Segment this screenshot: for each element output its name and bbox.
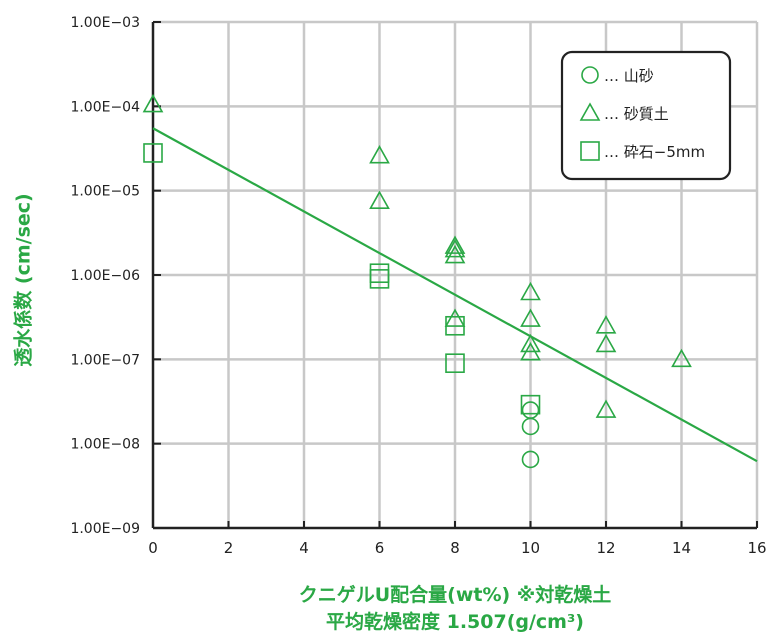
x-tick-label: 16 — [747, 539, 766, 557]
data-point-circle — [521, 417, 540, 436]
data-point-triangle — [369, 190, 390, 210]
data-point-triangle — [595, 315, 617, 334]
legend-box — [560, 50, 732, 181]
legend-marker-square — [580, 141, 600, 161]
y-tick-label: 1.00E−05 — [70, 184, 140, 200]
x-axis-subtitle: 平均乾燥密度 1.507(g/cm³) — [325, 611, 584, 633]
data-point-square — [445, 353, 465, 373]
data-point-triangle — [520, 281, 541, 301]
x-tick-label: 4 — [299, 539, 309, 557]
data-point-triangle — [595, 333, 617, 353]
data-point-circle — [521, 450, 540, 469]
data-point-triangle — [444, 308, 466, 327]
data-point-square — [520, 394, 541, 415]
y-tick-label: 1.00E−04 — [70, 99, 140, 115]
legend-marker-circle — [581, 66, 599, 84]
data-point-triangle — [520, 308, 541, 327]
data-point-triangle — [671, 348, 692, 368]
data-point-square — [143, 143, 163, 163]
y-axis-title: 透水係数 (cm/sec) — [12, 193, 35, 367]
x-tick-label: 6 — [375, 539, 385, 557]
data-point-triangle — [142, 93, 164, 113]
data-point-triangle — [444, 244, 466, 264]
legend-label: … 砕石−5mm — [604, 143, 705, 161]
y-tick-label: 1.00E−03 — [70, 15, 140, 31]
x-tick-label: 0 — [148, 539, 158, 557]
y-tick-label: 1.00E−08 — [70, 437, 140, 453]
data-point-triangle — [369, 145, 390, 164]
x-axis-title: クニゲルU配合量(wt%) ※対乾燥土 — [298, 584, 612, 606]
legend-marker-triangle — [579, 102, 601, 121]
x-tick-label: 12 — [596, 539, 615, 557]
y-tick-label: 1.00E−07 — [70, 352, 140, 368]
x-tick-label: 10 — [521, 539, 540, 557]
trend-line — [152, 127, 758, 463]
data-point-square — [369, 269, 390, 289]
y-tick-label: 1.00E−06 — [70, 268, 140, 284]
data-point-triangle — [520, 333, 541, 353]
legend-label: … 山砂 — [604, 67, 654, 85]
data-point-square — [445, 315, 465, 336]
data-point-triangle — [444, 235, 466, 254]
y-tick-label: 1.00E−09 — [70, 521, 140, 537]
data-point-triangle — [520, 342, 541, 361]
legend-label: … 砂質土 — [604, 105, 669, 123]
x-tick-label: 8 — [450, 539, 460, 557]
data-point-triangle — [444, 238, 466, 258]
x-tick-label: 14 — [672, 539, 691, 557]
x-tick-label: 2 — [224, 539, 234, 557]
data-point-triangle — [595, 399, 617, 418]
